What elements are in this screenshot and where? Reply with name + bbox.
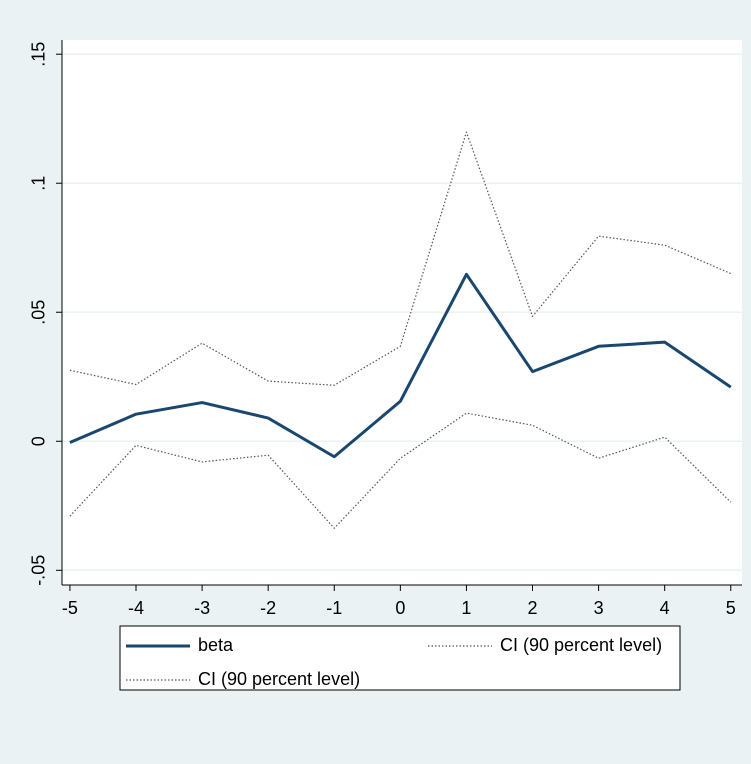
x-tick-label: -4 <box>128 598 144 618</box>
x-tick-label: 4 <box>660 598 670 618</box>
y-tick-label: -.05 <box>29 555 49 586</box>
x-tick-label: -5 <box>62 598 78 618</box>
x-tick-label: 2 <box>528 598 538 618</box>
series-line <box>69 272 732 459</box>
x-tick-label: -1 <box>326 598 342 618</box>
y-tick-label: .05 <box>29 300 49 325</box>
legend-label: CI (90 percent level) <box>500 635 662 655</box>
x-tick-label: 1 <box>461 598 471 618</box>
series-line <box>69 131 732 386</box>
x-tick-label: -3 <box>194 598 210 618</box>
x-tick-label: 0 <box>395 598 405 618</box>
legend-label: CI (90 percent level) <box>198 669 360 689</box>
legend-box <box>119 625 681 691</box>
y-tick-label: 0 <box>29 436 49 446</box>
y-tick-label: .1 <box>29 176 49 191</box>
y-tick-label: .15 <box>29 42 49 67</box>
x-tick-label: 5 <box>726 598 736 618</box>
legend-label: beta <box>198 635 234 655</box>
x-tick-label: -2 <box>260 598 276 618</box>
x-tick-label: 3 <box>594 598 604 618</box>
